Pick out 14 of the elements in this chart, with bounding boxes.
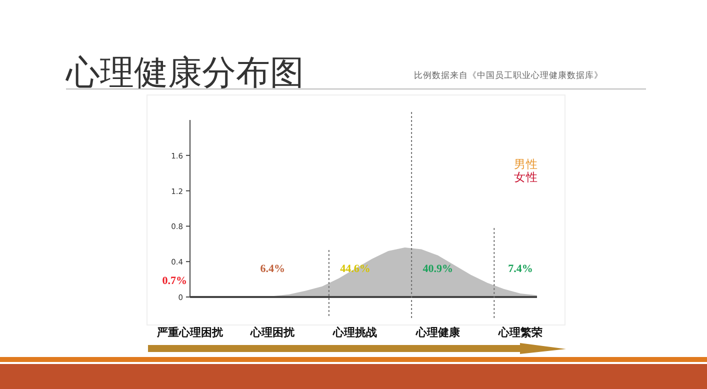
x-tick-label: 心理困扰 [250,326,296,339]
x-tick-label: 心理繁荣 [497,326,542,339]
chart-title: 心理健康分布图 [65,53,304,93]
x-tick-label: 严重心理困扰 [156,326,224,339]
annotation: 40.9% [422,263,453,275]
annotation: 7.4% [508,263,533,275]
text: 0.7% [162,275,187,287]
legend-label: 男性 [514,157,538,171]
annotation: 6.4% [260,263,285,275]
text: 比例数据来自《中国员工职业心理健康数据库》 [414,70,603,81]
legend-label: 女性 [514,170,538,184]
x-tick-label: 心理挑战 [332,326,378,339]
x-tick-label: 心理健康 [414,326,461,339]
annotation: 44.6% [340,263,370,275]
